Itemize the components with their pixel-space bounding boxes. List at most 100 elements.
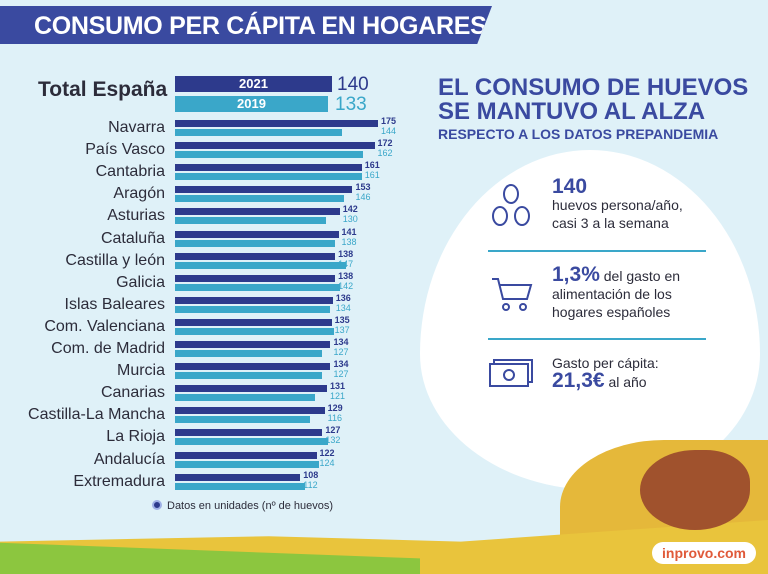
value-2021: 172 xyxy=(377,138,393,149)
value-2021: 161 xyxy=(364,160,380,171)
value-2021: 134 xyxy=(333,359,349,370)
egg-shape xyxy=(420,150,760,490)
region-label: Cantabria xyxy=(95,163,165,181)
bar-2019 xyxy=(175,151,363,159)
value-2021: 127 xyxy=(325,425,341,436)
bar-2021 xyxy=(175,252,336,260)
right-subtitle: RESPECTO A LOS DATOS PREPANDEMIA xyxy=(438,126,719,142)
value-2021: 141 xyxy=(341,226,357,237)
bar-2019 xyxy=(175,239,336,247)
total-bar-2021: 2021 xyxy=(175,76,332,92)
value-2019: 142 xyxy=(338,280,354,291)
bar-2019 xyxy=(175,416,310,424)
region-label: Aragón xyxy=(113,185,165,203)
bar-2019 xyxy=(175,394,316,402)
value-2021: 134 xyxy=(333,337,349,347)
value-2019: 124 xyxy=(319,457,335,468)
value-2019: 130 xyxy=(342,214,358,225)
value-2019: 161 xyxy=(364,170,380,181)
bar-2019 xyxy=(175,350,323,357)
brand-logo[interactable]: inprovo.com xyxy=(652,542,757,564)
value-2019: 138 xyxy=(341,236,357,247)
right-title-2: SE MANTUVO AL ALZA xyxy=(438,98,706,125)
bar-2021 xyxy=(175,451,317,459)
bar-2021 xyxy=(175,230,339,238)
total-value-2021: 140 xyxy=(337,74,369,95)
bar-2021 xyxy=(175,407,325,415)
value-2021: 135 xyxy=(334,314,350,325)
value-2021: 122 xyxy=(319,447,335,458)
title-banner: CONSUMO PER CÁPITA EN HOGARES xyxy=(0,6,492,44)
bar-2019 xyxy=(175,438,329,446)
value-2021: 108 xyxy=(303,469,319,480)
bar-2019 xyxy=(175,217,326,225)
bar-2019 xyxy=(175,372,323,380)
region-label: Andalucía xyxy=(93,450,165,468)
right-title-1: EL CONSUMO DE HUEVOS xyxy=(438,74,749,101)
value-2019: 116 xyxy=(327,413,342,424)
bar-2021 xyxy=(175,363,331,371)
bar-2021 xyxy=(175,208,340,216)
value-2021: 138 xyxy=(338,248,354,259)
page-title: CONSUMO PER CÁPITA EN HOGARES xyxy=(34,12,487,40)
value-2019: 146 xyxy=(355,192,371,203)
value-2021: 153 xyxy=(355,182,371,193)
eggs-icon xyxy=(492,184,530,226)
region-label: Murcia xyxy=(116,362,165,380)
value-2021: 142 xyxy=(342,204,358,215)
value-2019: 127 xyxy=(333,369,349,380)
bar-2019 xyxy=(175,129,343,136)
stat-spending-share: 1,3% del gasto en alimentación de los hoga… xyxy=(552,263,681,320)
value-2019: 121 xyxy=(329,391,345,402)
legend-dot xyxy=(152,500,162,510)
bar-2019 xyxy=(175,460,319,468)
value-2019: 147 xyxy=(338,258,354,269)
value-2021: 138 xyxy=(338,270,354,281)
bar-2021 xyxy=(175,142,375,150)
bar-2021 xyxy=(175,385,327,393)
total-bar-2019: 2019 xyxy=(175,96,328,112)
bar-2021 xyxy=(175,341,331,348)
region-label: Com. Valenciana xyxy=(44,317,165,335)
bar-2019 xyxy=(175,173,362,181)
divider xyxy=(488,338,706,340)
bar-2019 xyxy=(175,283,340,291)
value-2019: 144 xyxy=(381,126,397,136)
region-label: Asturias xyxy=(107,207,165,225)
total-value-2019: 133 xyxy=(335,94,367,115)
value-2019: 162 xyxy=(377,148,393,159)
region-label: Galicia xyxy=(116,273,165,291)
banknote-icon xyxy=(489,359,533,387)
bar-2021 xyxy=(175,473,301,481)
bar-2019 xyxy=(175,327,334,335)
bar-2021 xyxy=(175,186,353,194)
bar-2021 xyxy=(175,318,332,326)
bar-2021 xyxy=(175,296,333,304)
bar-2019 xyxy=(175,261,346,269)
bar-2019 xyxy=(175,195,345,203)
region-label: Canarias xyxy=(100,384,165,402)
value-2019: 112 xyxy=(303,479,318,490)
value-2021: 136 xyxy=(335,292,351,303)
bar-2021 xyxy=(175,164,362,172)
divider xyxy=(488,250,706,252)
cart-icon xyxy=(492,278,533,311)
value-2021: 131 xyxy=(329,381,345,392)
bar-2019 xyxy=(175,482,305,490)
stat-eggs: 140 huevos persona/año, casi 3 a la semana xyxy=(552,175,683,231)
bar-2019 xyxy=(175,305,331,313)
region-label: Castilla y león xyxy=(65,251,165,269)
region-label: Cataluña xyxy=(100,229,165,247)
chart-note: Datos en unidades (nº de huevos) xyxy=(152,500,333,512)
region-label: Navarra xyxy=(108,119,165,136)
value-2021: 129 xyxy=(327,403,343,414)
value-2019: 127 xyxy=(333,347,349,357)
total-label: Total España xyxy=(38,78,168,101)
value-2019: 137 xyxy=(334,324,350,335)
region-label: Islas Baleares xyxy=(64,295,166,313)
region-label: Com. de Madrid xyxy=(51,340,165,357)
region-label: La Rioja xyxy=(106,428,165,446)
value-2021: 175 xyxy=(381,116,397,126)
region-label: País Vasco xyxy=(85,141,165,159)
value-2019: 134 xyxy=(335,302,351,313)
